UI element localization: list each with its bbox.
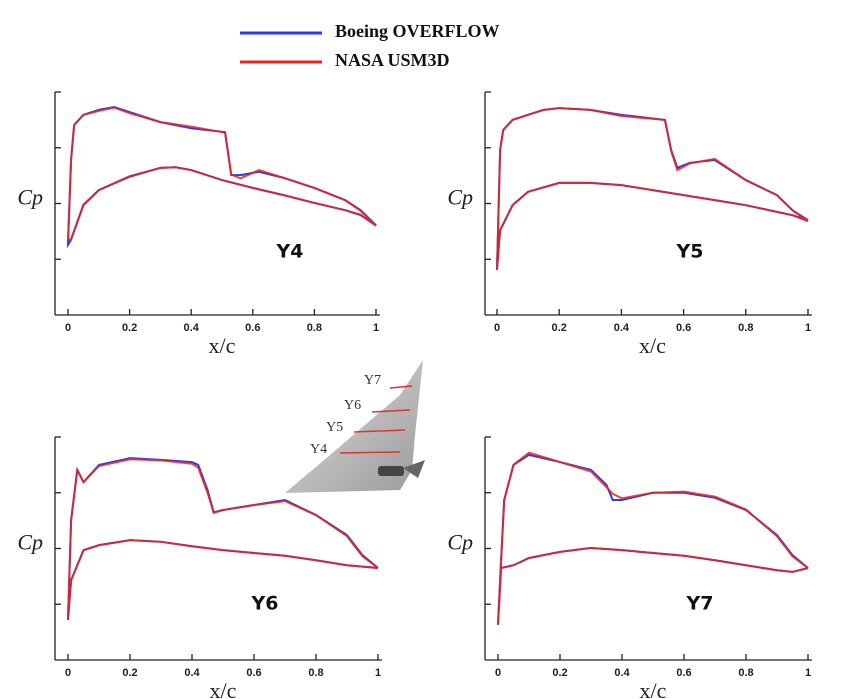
- x-tick-label: 0.6: [676, 667, 691, 679]
- legend-label: Boeing OVERFLOW: [335, 21, 500, 41]
- x-tick-label: 0.8: [307, 322, 322, 334]
- x-tick-label: 0.2: [122, 322, 137, 334]
- station-line: [371, 409, 411, 413]
- x-tick-label: 0.2: [552, 322, 567, 334]
- y-axis-label: Cp: [17, 185, 43, 210]
- x-tick-label: 0.6: [676, 322, 691, 334]
- station-title: Y4: [276, 241, 304, 263]
- station-label: Y6: [344, 398, 361, 413]
- x-tick-label: 0.2: [552, 667, 567, 679]
- x-tick-label: 1: [373, 322, 379, 334]
- x-tick-label: 0.8: [738, 667, 753, 679]
- cp-curve: [66, 106, 377, 249]
- station-line: [339, 451, 401, 454]
- x-tick-label: 0.8: [738, 322, 753, 334]
- station-title: Y7: [686, 593, 714, 615]
- x-tick-label: 0: [494, 322, 500, 334]
- x-tick-label: 0: [65, 667, 71, 679]
- x-axis-label: x/c: [209, 333, 236, 358]
- cp-curve: [497, 453, 809, 625]
- cp-curve: [497, 451, 809, 624]
- y-axis-label: Cp: [447, 185, 473, 210]
- x-tick-label: 0.4: [184, 667, 200, 679]
- x-tick-label: 0.8: [308, 667, 323, 679]
- cp-curve: [66, 106, 377, 241]
- x-tick-label: 0.4: [614, 322, 630, 334]
- x-tick-label: 0.4: [614, 667, 630, 679]
- x-tick-label: 0: [65, 322, 71, 334]
- x-tick-label: 0.4: [184, 322, 200, 334]
- cp-curve: [496, 107, 809, 269]
- station-label: Y7: [364, 373, 381, 388]
- x-tick-label: 1: [805, 322, 811, 334]
- y-axis-label: Cp: [447, 530, 473, 555]
- wing: [285, 360, 423, 493]
- nacelle: [378, 466, 404, 476]
- x-tick-label: 1: [375, 667, 381, 679]
- x-axis-label: x/c: [210, 678, 237, 699]
- station-line: [389, 385, 413, 389]
- station-title: Y6: [251, 593, 279, 615]
- station-title: Y5: [676, 241, 704, 263]
- y-axis-label: Cp: [17, 530, 43, 555]
- nacelle-tip: [403, 460, 425, 478]
- x-axis-label: x/c: [640, 678, 667, 699]
- x-tick-label: 0: [495, 667, 501, 679]
- x-tick-label: 0.6: [246, 667, 261, 679]
- x-tick-label: 1: [805, 667, 811, 679]
- x-tick-label: 0.6: [245, 322, 260, 334]
- cp-curve: [496, 107, 809, 270]
- wing-inset: Y7 Y6 Y5 Y4: [285, 360, 425, 493]
- cp-curve: [67, 458, 379, 619]
- station-label: Y4: [310, 442, 327, 457]
- x-axis-label: x/c: [639, 333, 666, 358]
- x-tick-label: 0.2: [122, 667, 137, 679]
- station-label: Y5: [326, 420, 343, 435]
- station-line: [353, 429, 406, 433]
- legend-label: NASA USM3D: [335, 50, 450, 70]
